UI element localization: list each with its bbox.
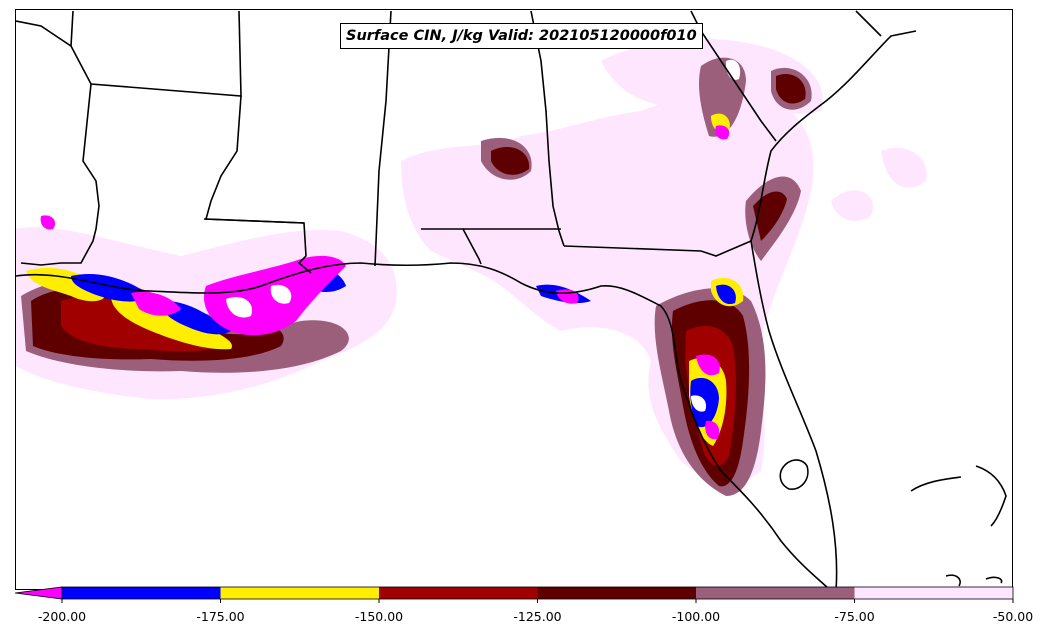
boundary-lines	[16, 10, 1007, 589]
colorbar-tick-label: -75.00	[834, 609, 875, 624]
colorbar-tick-label: -150.00	[354, 609, 404, 624]
cin-map	[16, 10, 1007, 589]
colorbar-segment	[537, 587, 697, 599]
colorbar-segment	[62, 587, 221, 599]
map-panel: Surface CIN, J/kg Valid: 202105120000f01…	[15, 9, 1013, 590]
colorbar-segment	[854, 587, 1014, 599]
colorbar-tick-label: -200.00	[37, 609, 87, 624]
colorbar-tick-label: -125.00	[513, 609, 562, 624]
colorbar-tick-label: -175.00	[196, 609, 245, 624]
colorbar-segment	[696, 587, 855, 599]
colorbar-tick-label: -50.00	[992, 609, 1034, 624]
colorbar-tick-label: -100.00	[671, 609, 721, 624]
map-title: Surface CIN, J/kg Valid: 202105120000f01…	[340, 23, 703, 49]
colorbar-segment	[220, 587, 380, 599]
colorbar-segment	[379, 587, 538, 599]
colorbar	[14, 586, 1014, 603]
colorbar-extend-min	[14, 586, 63, 600]
